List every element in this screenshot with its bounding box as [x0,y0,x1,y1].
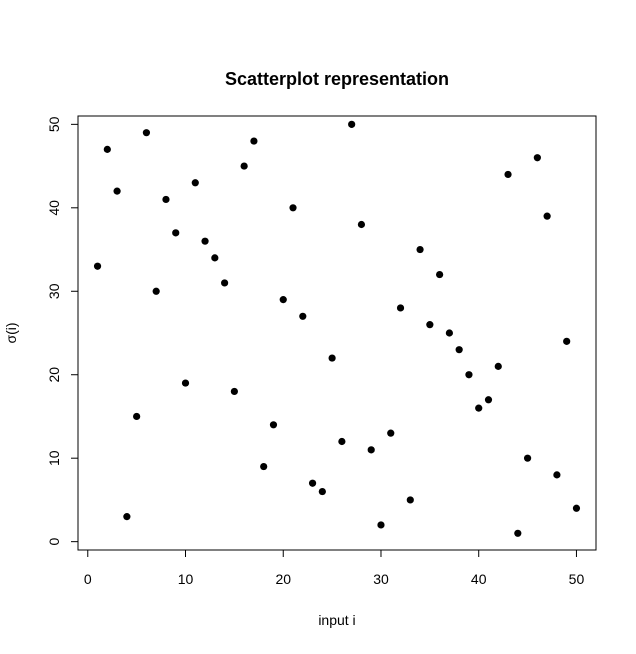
data-point [181,379,190,387]
data-point [396,304,405,312]
data-point [338,437,346,446]
y-tick-label: 50 [46,116,62,132]
y-tick-label: 40 [46,200,62,216]
data-point [211,254,219,262]
y-axis: 0 10 20 30 40 50 [46,116,79,546]
data-point [250,137,258,145]
y-tick-label: 0 [46,538,62,546]
data-point [416,245,424,254]
data-point [406,496,414,504]
data-point [484,396,493,404]
data-point [445,329,453,337]
data-point [113,187,121,195]
x-axis-label: input i [318,612,355,628]
data-point [523,454,532,462]
data-point [123,513,131,521]
data-point [572,504,581,512]
data-point [152,287,160,295]
data-point [455,346,463,354]
data-point [162,195,170,204]
data-point [328,354,336,362]
data-point [133,412,141,421]
data-points [93,120,581,537]
data-point [348,120,356,128]
data-point [93,262,102,270]
data-point [436,270,444,279]
data-point [494,362,502,370]
y-tick-label: 30 [46,283,62,299]
chart-title: Scatterplot representation [225,69,449,89]
data-point [504,170,512,179]
data-point [299,312,307,320]
y-axis-label: σ(i) [3,322,19,343]
data-point [172,229,180,237]
data-point [240,162,248,170]
x-tick-label: 0 [84,571,92,587]
data-point [279,296,287,304]
data-point [269,421,278,429]
data-point [201,237,209,245]
plot-frame [77,115,597,551]
data-point [357,220,366,229]
data-point [308,479,317,487]
data-point [563,337,571,345]
data-point [426,321,434,329]
data-point [533,154,541,162]
data-point [230,387,238,396]
data-point [221,279,229,287]
y-tick-label: 10 [46,450,62,466]
data-point [387,429,395,437]
data-point [103,145,111,153]
data-point [553,471,561,479]
x-tick-label: 50 [569,571,585,587]
y-tick-label: 20 [46,367,62,383]
data-point [318,487,326,496]
data-point [142,129,151,137]
x-axis: 0 10 20 30 40 50 [84,549,585,587]
data-point [475,404,483,412]
data-point [260,462,268,471]
data-point [377,521,385,529]
data-point [543,212,551,220]
x-tick-label: 40 [471,571,487,587]
x-tick-label: 10 [178,571,194,587]
x-tick-label: 20 [275,571,291,587]
data-point [367,446,375,454]
data-point [465,371,473,379]
x-tick-label: 30 [373,571,389,587]
data-point [289,204,297,212]
data-point [191,179,199,187]
data-point [514,529,522,537]
